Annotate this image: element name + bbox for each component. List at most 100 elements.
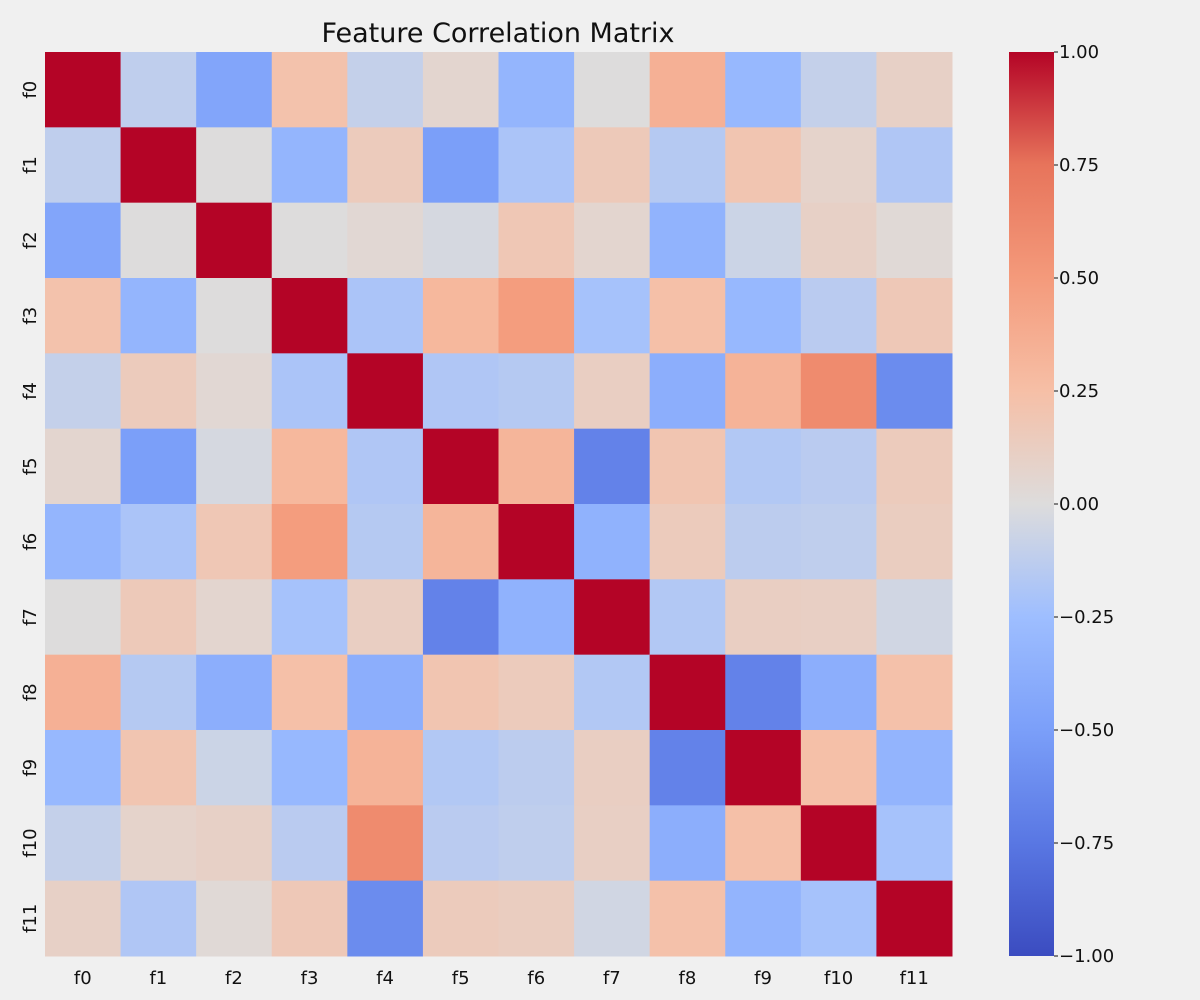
heatmap-cell-f3-f5	[422, 278, 499, 354]
heatmap-cell-f9-f6	[498, 730, 575, 806]
colorbar-tick-label: 0.00	[1059, 494, 1099, 515]
heatmap-cell-f9-f1	[120, 730, 197, 806]
heatmap-cell-f4-f6	[498, 353, 575, 430]
x-tick-label: f7	[603, 968, 621, 989]
y-tick-label: f4	[20, 382, 41, 400]
heatmap-cell-f5-f5	[422, 428, 499, 505]
heatmap-cell-f6-f9	[725, 504, 802, 580]
heatmap-cell-f11-f11	[876, 880, 953, 957]
heatmap-cell-f5-f0	[45, 428, 122, 505]
heatmap-cell-f1-f8	[649, 127, 726, 204]
heatmap-cell-f7-f6	[498, 579, 575, 656]
heatmap-cell-f9-f7	[574, 730, 651, 806]
heatmap-cell-f2-f5	[422, 202, 499, 279]
heatmap-cell-f0-f11	[876, 52, 953, 128]
heatmap-cell-f5-f3	[271, 428, 348, 505]
heatmap-cell-f6-f2	[196, 504, 273, 580]
heatmap-cell-f0-f5	[422, 52, 499, 128]
heatmap-cell-f7-f9	[725, 579, 802, 656]
heatmap-cell-f4-f2	[196, 353, 273, 430]
colorbar-tick-label: 1.00	[1059, 42, 1099, 63]
heatmap-cell-f6-f4	[347, 504, 424, 580]
chart-title: Feature Correlation Matrix	[321, 18, 674, 49]
y-tick-label: f6	[20, 533, 41, 551]
heatmap-cell-f0-f9	[725, 52, 802, 128]
heatmap-cell-f10-f10	[800, 805, 877, 882]
heatmap-cell-f9-f3	[271, 730, 348, 806]
heatmap-cell-f6-f3	[271, 504, 348, 580]
x-tick-label: f6	[527, 968, 545, 989]
heatmap-cell-f5-f9	[725, 428, 802, 505]
heatmap-cell-f0-f8	[649, 52, 726, 128]
heatmap-cell-f1-f3	[271, 127, 348, 204]
x-tick-label: f9	[754, 968, 772, 989]
heatmap-cell-f7-f1	[120, 579, 197, 656]
heatmap-cell-f3-f6	[498, 278, 575, 354]
heatmap-cell-f3-f11	[876, 278, 953, 354]
heatmap-cell-f8-f2	[196, 654, 273, 731]
heatmap-cell-f4-f1	[120, 353, 197, 430]
colorbar-tick-label: 0.75	[1059, 155, 1099, 176]
heatmap-cell-f8-f3	[271, 654, 348, 731]
colorbar-tick-label: −1.00	[1059, 946, 1114, 967]
heatmap-cell-f1-f6	[498, 127, 575, 204]
heatmap-cell-f2-f9	[725, 202, 802, 279]
heatmap-cell-f4-f3	[271, 353, 348, 430]
heatmap-cell-f5-f8	[649, 428, 726, 505]
heatmap-cell-f1-f0	[45, 127, 122, 204]
x-tick-label: f10	[824, 968, 853, 989]
heatmap-cell-f7-f2	[196, 579, 273, 656]
heatmap-cell-f9-f0	[45, 730, 122, 806]
heatmap-cell-f6-f0	[45, 504, 122, 580]
heatmap-cell-f5-f4	[347, 428, 424, 505]
heatmap-cell-f2-f6	[498, 202, 575, 279]
heatmap-cell-f8-f6	[498, 654, 575, 731]
heatmap-cell-f6-f6	[498, 504, 575, 580]
heatmap-cell-f8-f1	[120, 654, 197, 731]
heatmap-cell-f9-f5	[422, 730, 499, 806]
heatmap-cell-f1-f11	[876, 127, 953, 204]
heatmap-cell-f8-f4	[347, 654, 424, 731]
heatmap-cell-f1-f7	[574, 127, 651, 204]
heatmap-cell-f5-f2	[196, 428, 273, 505]
heatmap-cell-f6-f5	[422, 504, 499, 580]
colorbar-tick-label: 0.25	[1059, 381, 1099, 402]
x-tick-label: f0	[74, 968, 92, 989]
heatmap-cell-f3-f7	[574, 278, 651, 354]
x-tick-label: f11	[900, 968, 929, 989]
heatmap-cell-f0-f10	[800, 52, 877, 128]
x-tick-label: f4	[376, 968, 394, 989]
heatmap-cells	[45, 52, 953, 957]
heatmap-cell-f11-f5	[422, 880, 499, 957]
heatmap-cell-f8-f5	[422, 654, 499, 731]
heatmap-cell-f7-f10	[800, 579, 877, 656]
heatmap-cell-f8-f10	[800, 654, 877, 731]
heatmap-cell-f10-f8	[649, 805, 726, 882]
y-tick-label: f5	[20, 457, 41, 475]
heatmap-cell-f11-f8	[649, 880, 726, 957]
heatmap-cell-f3-f2	[196, 278, 273, 354]
y-tick-label: f1	[20, 156, 41, 174]
heatmap-cell-f11-f9	[725, 880, 802, 957]
y-tick-label: f10	[20, 828, 41, 857]
heatmap-cell-f10-f3	[271, 805, 348, 882]
heatmap-cell-f11-f7	[574, 880, 651, 957]
heatmap-cell-f3-f4	[347, 278, 424, 354]
heatmap-cell-f8-f8	[649, 654, 726, 731]
heatmap-cell-f6-f8	[649, 504, 726, 580]
heatmap-cell-f3-f3	[271, 278, 348, 354]
heatmap-cell-f6-f1	[120, 504, 197, 580]
colorbar-tick-label: −0.25	[1059, 607, 1114, 628]
heatmap-cell-f2-f10	[800, 202, 877, 279]
heatmap-cell-f9-f8	[649, 730, 726, 806]
heatmap-cell-f5-f6	[498, 428, 575, 505]
heatmap-cell-f5-f7	[574, 428, 651, 505]
heatmap-cell-f4-f11	[876, 353, 953, 430]
y-tick-label: f7	[20, 608, 41, 626]
y-tick-label: f11	[20, 904, 41, 933]
heatmap-cell-f9-f2	[196, 730, 273, 806]
heatmap-cell-f11-f2	[196, 880, 273, 957]
heatmap-cell-f1-f9	[725, 127, 802, 204]
colorbar	[1009, 52, 1054, 956]
heatmap-cell-f2-f4	[347, 202, 424, 279]
